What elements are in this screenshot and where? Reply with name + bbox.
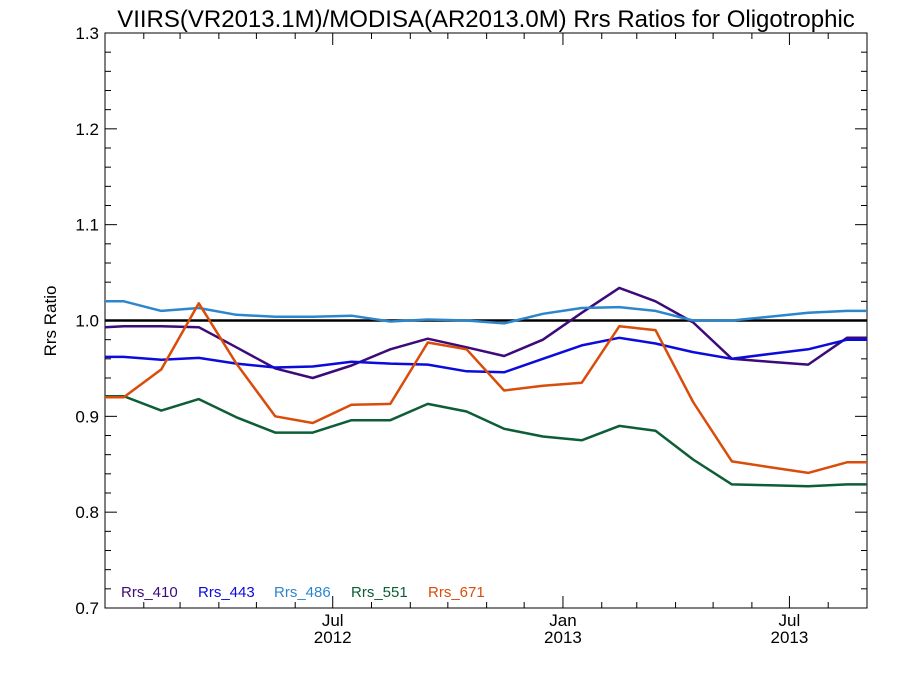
y-tick-label: 0.9 xyxy=(75,407,99,426)
x-tick-label-month: Jul xyxy=(779,611,801,630)
x-tick-label-year: 2013 xyxy=(544,628,582,647)
x-tick-label-month: Jul xyxy=(322,611,344,630)
legend-label-rrs-671: Rrs_671 xyxy=(428,584,485,601)
series-line-rrs-410 xyxy=(104,286,867,380)
legend: Rrs_410 Rrs_443 Rrs_486 Rrs_551 Rrs_671 xyxy=(121,584,485,601)
x-tick-label-year: 2012 xyxy=(314,628,352,647)
y-tick-label: 1.2 xyxy=(75,120,99,139)
series-line-rrs-486 xyxy=(105,300,867,325)
series-line-rrs-671 xyxy=(105,302,867,475)
legend-label-rrs-443: Rrs_443 xyxy=(198,584,255,601)
legend-label-rrs-486: Rrs_486 xyxy=(274,584,331,601)
legend-label-rrs-551: Rrs_551 xyxy=(351,584,408,601)
y-tick-label: 1.1 xyxy=(75,216,99,235)
series-line-rrs-443 xyxy=(105,336,867,374)
axis-ticks: 0.70.80.91.01.11.21.3Jul2012Jan2013Jul20… xyxy=(75,24,867,647)
series-line-rrs-551 xyxy=(105,394,867,488)
y-tick-label: 1.0 xyxy=(75,312,99,331)
y-tick-label: 1.3 xyxy=(75,24,99,43)
series-group xyxy=(104,286,867,488)
y-axis-label: Rrs Ratio xyxy=(41,286,60,357)
chart-title: VIIRS(VR2013.1M)/MODISA(AR2013.0M) Rrs R… xyxy=(117,6,855,33)
y-tick-label: 0.8 xyxy=(75,503,99,522)
y-tick-label: 0.7 xyxy=(75,599,99,618)
x-tick-label-month: Jan xyxy=(549,611,576,630)
legend-label-rrs-410: Rrs_410 xyxy=(121,584,178,601)
x-tick-label-year: 2013 xyxy=(771,628,809,647)
